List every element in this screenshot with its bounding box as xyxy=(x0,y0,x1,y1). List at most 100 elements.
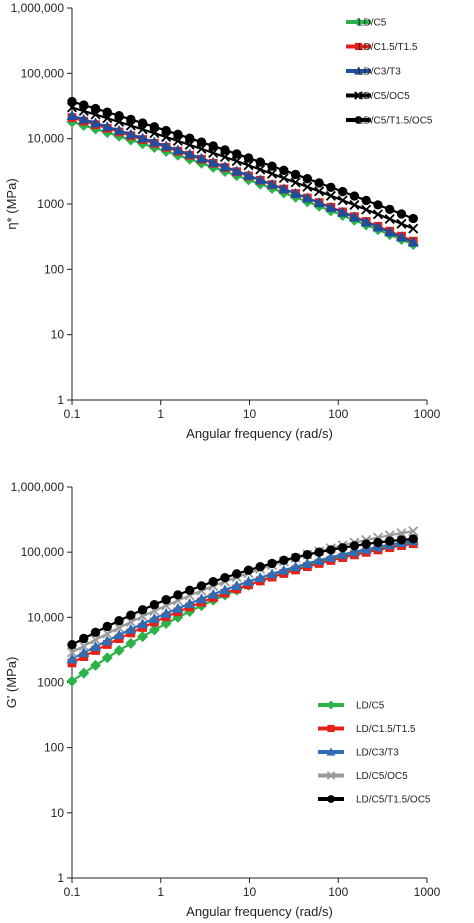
y-tick-label: 100,000 xyxy=(21,545,65,559)
series-line xyxy=(71,541,414,683)
marker-stroke xyxy=(302,181,313,192)
data-point xyxy=(114,616,124,626)
marker-stroke xyxy=(219,151,231,163)
legend-label: LD/C1.5/T1.5 xyxy=(356,724,416,735)
legend-marker xyxy=(327,795,335,803)
data-point xyxy=(396,535,407,545)
series-line xyxy=(71,542,414,664)
data-point xyxy=(66,110,78,121)
legend: LD/C5 LD/C1.5/T1.5 LD/C3/T3 LD/C5/OC5 LD/C5/… xyxy=(346,17,433,127)
legend-label: LD/C3/T3 xyxy=(356,748,399,759)
legend-marker xyxy=(326,747,336,756)
data-point xyxy=(113,644,125,656)
legend-entry: LD/C5 xyxy=(318,700,385,712)
data-point xyxy=(101,635,113,646)
data-point xyxy=(337,206,349,217)
marker-stroke xyxy=(372,209,383,220)
data-point xyxy=(220,145,230,155)
x-tick-label: 0.1 xyxy=(64,885,81,899)
legend-label: LD/C5/T1.5/OC5 xyxy=(358,116,433,127)
data-point xyxy=(126,114,136,125)
data-point xyxy=(90,117,102,128)
data-point xyxy=(78,113,90,124)
data-point xyxy=(184,139,195,150)
legend-entry: LD/C5/OC5 xyxy=(318,771,408,782)
data-point xyxy=(348,211,360,222)
data-point xyxy=(408,213,418,224)
data-point xyxy=(196,143,207,154)
data-point xyxy=(148,136,160,147)
marker-stroke xyxy=(349,199,360,211)
data-point xyxy=(314,178,324,188)
data-point xyxy=(408,223,419,234)
data-point xyxy=(78,667,90,679)
legend-entry: LD/C5/T1.5/OC5 xyxy=(346,116,433,127)
data-point xyxy=(372,221,384,232)
y-tick-label: 10 xyxy=(51,328,65,342)
series-3 xyxy=(66,110,419,247)
data-point xyxy=(148,612,160,623)
y-tick-label: 100,000 xyxy=(21,66,65,80)
data-point xyxy=(267,168,278,179)
data-point xyxy=(301,557,313,568)
marker-stroke xyxy=(184,139,195,150)
data-point xyxy=(66,653,78,664)
legend-label: LD/C5 xyxy=(358,18,387,29)
data-point xyxy=(90,641,102,651)
data-point xyxy=(173,590,183,600)
data-point xyxy=(66,675,78,687)
legend-label: LD/C5 xyxy=(356,701,385,712)
data-point xyxy=(313,554,325,565)
marker-stroke xyxy=(408,223,419,234)
legend-marker xyxy=(354,42,363,51)
data-point xyxy=(385,204,395,215)
marker-stroke xyxy=(172,135,183,146)
data-point xyxy=(196,137,207,147)
x-tick-label: 10 xyxy=(243,407,257,421)
legend-entry: LD/C1.5/T1.5 xyxy=(346,42,418,53)
data-point xyxy=(325,551,337,562)
data-point xyxy=(384,226,396,237)
data-point xyxy=(137,118,148,128)
data-point xyxy=(278,173,289,184)
data-point xyxy=(255,164,266,175)
y-axis-title: η* (MPa) xyxy=(4,178,19,229)
series-3 xyxy=(66,535,419,664)
data-point xyxy=(302,174,313,184)
data-point xyxy=(361,539,371,549)
marker-stroke xyxy=(337,195,348,206)
data-point xyxy=(220,572,230,583)
data-point xyxy=(243,576,255,586)
x-tick-label: 100 xyxy=(328,885,348,899)
data-point xyxy=(78,647,90,658)
legend-marker xyxy=(354,91,363,100)
marker-stroke xyxy=(396,218,407,229)
data-point xyxy=(255,562,265,572)
data-point xyxy=(78,640,89,652)
data-point xyxy=(361,195,371,206)
data-point xyxy=(67,96,77,107)
y-tick-label: 1000 xyxy=(37,676,64,690)
data-point xyxy=(172,135,183,146)
data-point xyxy=(349,541,360,551)
data-point xyxy=(349,199,360,211)
series-4 xyxy=(66,102,419,234)
data-point xyxy=(219,161,231,172)
data-point xyxy=(348,546,360,557)
data-point xyxy=(279,165,289,175)
data-point xyxy=(290,169,301,180)
data-point xyxy=(137,618,149,629)
marker-stroke xyxy=(361,204,372,215)
legend-entry: LD/C5 xyxy=(346,17,387,29)
data-point xyxy=(125,637,137,649)
data-point xyxy=(255,157,265,167)
data-point xyxy=(66,647,78,658)
legend-entry: LD/C3/T3 xyxy=(318,747,399,759)
y-tick-label: 1 xyxy=(57,871,64,885)
data-point xyxy=(208,147,219,158)
data-point xyxy=(208,141,218,151)
data-point xyxy=(160,140,172,151)
data-point xyxy=(279,555,289,565)
marker-stroke xyxy=(314,186,325,197)
data-point xyxy=(113,629,125,640)
